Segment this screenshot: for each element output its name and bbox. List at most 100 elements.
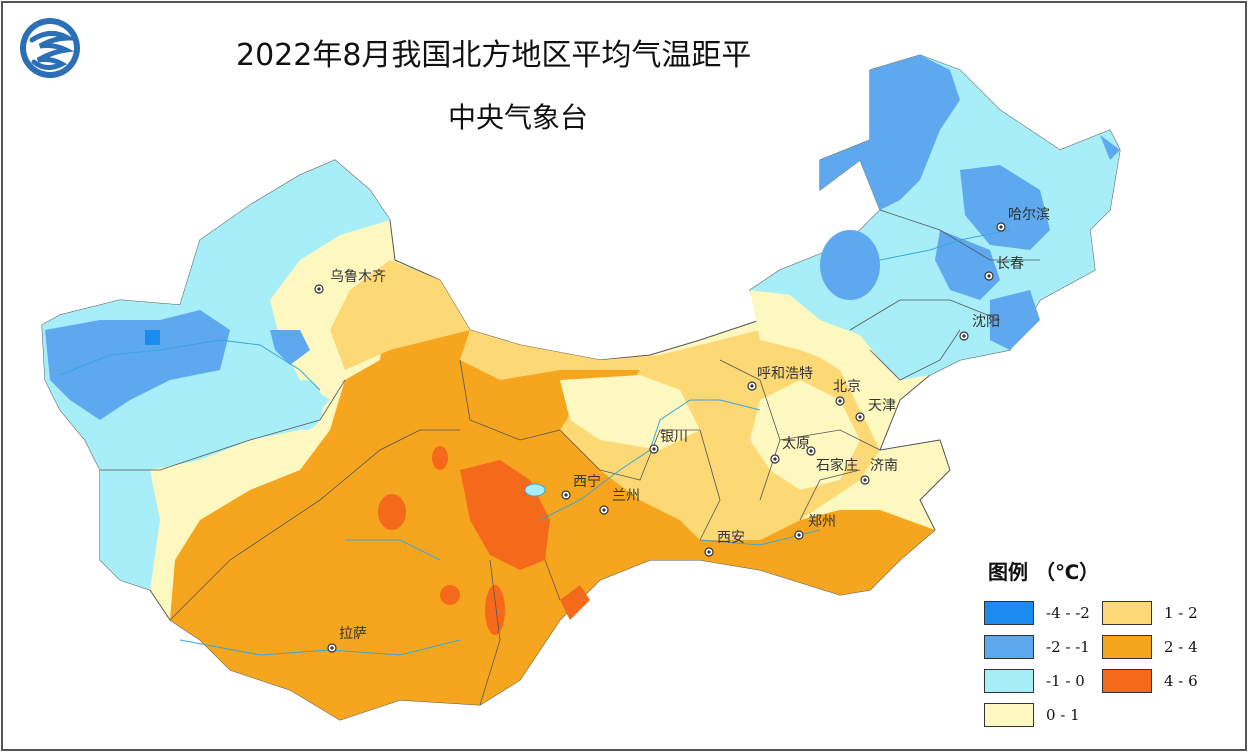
hotspot-5 (440, 585, 460, 605)
legend-swatch (984, 635, 1034, 659)
city-marker: 长春 (984, 256, 1024, 281)
city-dot-center (707, 550, 711, 554)
city-marker: 郑州 (794, 514, 836, 540)
city-label: 石家庄 (816, 457, 858, 474)
city-dot-center (987, 274, 991, 278)
legend-label: -1 - 0 (1046, 672, 1085, 690)
city-label: 西安 (717, 530, 745, 546)
legend-label: -4 - -2 (1046, 604, 1090, 622)
city-dot-center (999, 225, 1003, 229)
legend-swatch (984, 601, 1034, 625)
city-label: 沈阳 (972, 314, 1000, 330)
city-label: 郑州 (808, 514, 836, 530)
city-dot-center (564, 493, 568, 497)
city-dot-center (858, 415, 862, 419)
legend-item: 0 - 1 (984, 702, 1080, 728)
qinghai-lake (524, 483, 546, 497)
city-dot-center (750, 384, 754, 388)
city-dot-center (652, 447, 656, 451)
city-label: 天津 (868, 398, 896, 414)
legend-swatch (1102, 669, 1152, 693)
city-label: 济南 (870, 458, 898, 474)
xinjiang-blue (45, 310, 230, 420)
legend-label: 4 - 6 (1164, 672, 1198, 690)
xinjiang-blue-2 (270, 330, 310, 365)
city-label: 银川 (660, 429, 688, 445)
city-label: 北京 (833, 379, 861, 395)
cma-logo-icon (20, 18, 80, 78)
northeast-blue-4 (935, 230, 1000, 300)
province-boundaries (100, 209, 1040, 706)
city-label: 哈尔滨 (1008, 207, 1050, 223)
city-marker: 乌鲁木齐 (314, 269, 386, 294)
city-label: 长春 (996, 256, 1024, 272)
city-label: 兰州 (612, 488, 640, 504)
northeast-blue-3 (820, 230, 880, 300)
light-yellow-liaoxi (750, 290, 880, 365)
yellow-band-1 (330, 260, 470, 370)
city-marker: 哈尔滨 (996, 207, 1050, 232)
map-subtitle: 中央气象台 (448, 101, 589, 134)
city-label: 拉萨 (339, 626, 367, 642)
city-marker: 北京 (833, 379, 861, 406)
legend-item: -4 - -2 (984, 600, 1090, 626)
orange-band (170, 280, 935, 720)
hotspot-4 (485, 585, 505, 635)
northeast-blue-2 (960, 165, 1050, 250)
city-dot-center (809, 449, 813, 453)
legend-swatch (1102, 635, 1152, 659)
legend-item: 2 - 4 (1102, 634, 1198, 660)
northeast-blue-1 (820, 55, 960, 210)
city-marker: 天津 (855, 398, 896, 422)
map-title: 2022年8月我国北方地区平均气温距平 (236, 38, 752, 73)
city-label: 太原 (782, 436, 810, 452)
hotspot-2 (432, 446, 448, 470)
legend-label: 0 - 1 (1046, 706, 1080, 724)
city-marker: 太原 (770, 436, 810, 464)
legend-item: 1 - 2 (1102, 600, 1198, 626)
city-label: 西宁 (573, 473, 601, 490)
cyan-patch-1 (287, 380, 323, 430)
city-label: 呼和浩特 (757, 366, 813, 382)
city-dot-center (863, 478, 867, 482)
region-shapes (41, 54, 1121, 721)
hotspot-1 (378, 494, 406, 530)
city-dot-center (962, 334, 966, 338)
legend-swatch (984, 669, 1034, 693)
city-marker: 济南 (860, 458, 898, 485)
legend-swatch (984, 703, 1034, 727)
city-marker: 兰州 (599, 488, 640, 515)
legend-label: 2 - 4 (1164, 638, 1198, 656)
city-marker: 石家庄 (806, 446, 858, 474)
city-marker: 拉萨 (327, 626, 367, 653)
city-marker: 西安 (704, 530, 745, 557)
city-label: 乌鲁木齐 (330, 269, 386, 285)
city-dot-center (797, 533, 801, 537)
xinjiang-deepblue (145, 330, 160, 345)
hotspot-3 (560, 585, 590, 620)
city-dot-center (317, 287, 321, 291)
xinjiang-south-cyan (100, 470, 160, 590)
northeast-blue-5 (990, 290, 1040, 350)
legend-title: 图例 （℃） (988, 560, 1100, 584)
legend-label: -2 - -1 (1046, 638, 1090, 656)
city-marker: 西宁 (561, 473, 601, 500)
legend-swatch (1102, 601, 1152, 625)
legend-item: -1 - 0 (984, 668, 1085, 694)
city-dot-center (838, 399, 842, 403)
legend-item: 4 - 6 (1102, 668, 1198, 694)
city-marker: 沈阳 (959, 314, 1000, 341)
city-dot-center (602, 508, 606, 512)
city-marker: 银川 (649, 429, 688, 454)
legend: 图例 （℃） -4 - -2 -2 - -1 -1 - 0 0 - 1 1 - 2 2 -… (984, 556, 1224, 736)
light-yellow-ordos (560, 375, 700, 450)
northeast-blue-6 (1100, 135, 1120, 160)
city-dot-center (773, 457, 777, 461)
city-marker: 呼和浩特 (747, 366, 813, 391)
legend-label: 1 - 2 (1164, 604, 1198, 622)
city-dot-center (330, 646, 334, 650)
legend-item: -2 - -1 (984, 634, 1090, 660)
